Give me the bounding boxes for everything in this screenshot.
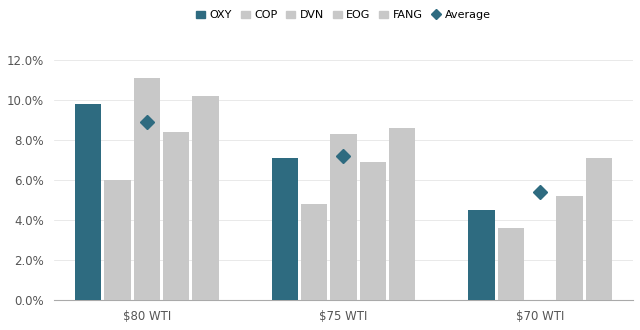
Bar: [330, 134, 356, 300]
Bar: [556, 196, 582, 300]
Bar: [301, 204, 327, 300]
Bar: [104, 180, 131, 300]
Bar: [193, 96, 219, 300]
Bar: [586, 158, 612, 300]
Bar: [468, 210, 495, 300]
Bar: [75, 104, 101, 300]
Bar: [498, 228, 524, 300]
Legend: OXY, COP, DVN, EOG, FANG, Average: OXY, COP, DVN, EOG, FANG, Average: [192, 6, 495, 25]
Bar: [360, 162, 386, 300]
Bar: [389, 128, 415, 300]
Bar: [163, 132, 189, 300]
Bar: [134, 78, 160, 300]
Bar: [271, 158, 298, 300]
